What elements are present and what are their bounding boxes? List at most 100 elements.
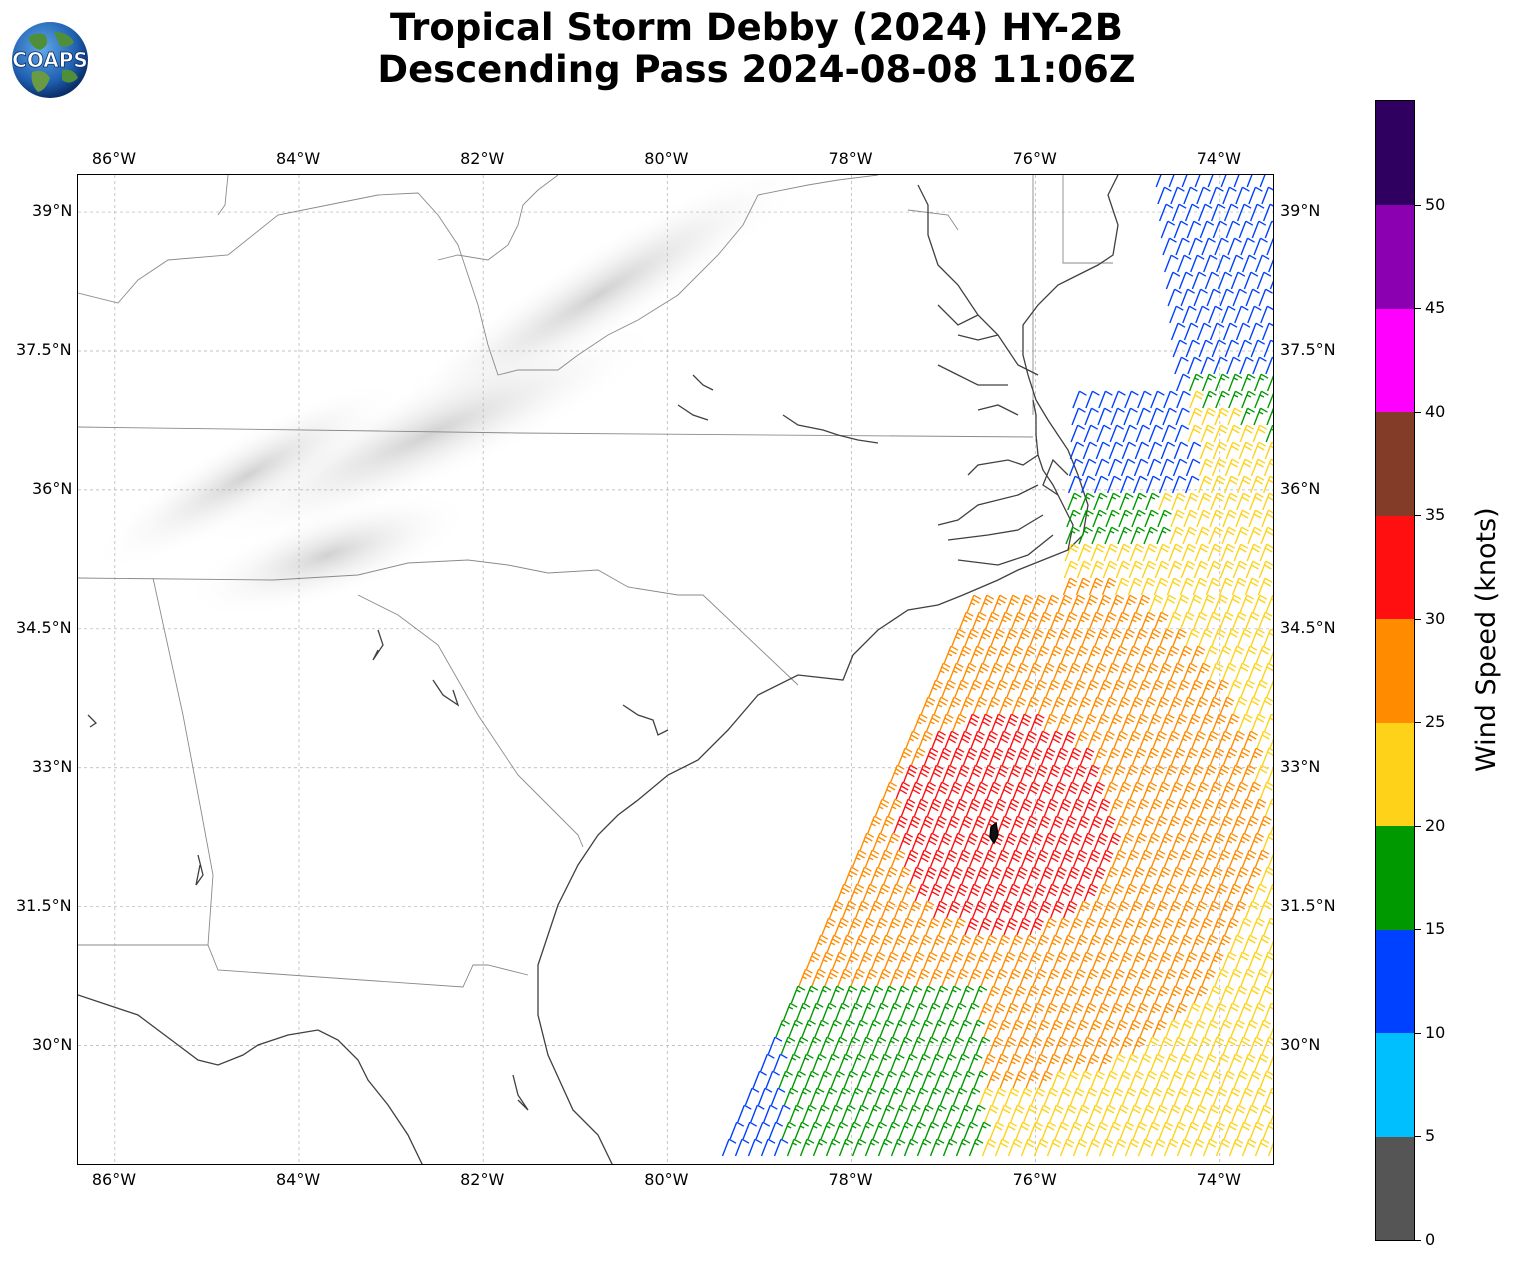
wind-barb <box>1105 951 1120 970</box>
wind-barb <box>1168 781 1184 800</box>
wind-barb <box>1265 594 1273 613</box>
wind-barb <box>1074 730 1089 749</box>
wind-barb <box>1059 1053 1074 1072</box>
wind-barb <box>1188 968 1203 987</box>
wind-barb <box>997 815 1012 834</box>
wind-barb <box>1128 560 1144 579</box>
wind-barb <box>1173 441 1189 460</box>
wind-barb <box>1127 577 1143 596</box>
wind-barb <box>1183 509 1198 528</box>
wind-barb <box>1084 679 1099 698</box>
wind-barb <box>942 849 958 868</box>
wind-barb <box>845 1036 861 1055</box>
wind-barb <box>1072 390 1087 409</box>
wind-barb <box>1197 1121 1213 1140</box>
wind-barb <box>1150 1138 1166 1157</box>
wind-barb <box>1264 441 1273 460</box>
wind-barb <box>1145 1121 1161 1140</box>
wind-barb <box>1125 645 1141 664</box>
wind-barb <box>1202 1138 1218 1157</box>
lat-tick-label-right: 30°N <box>1280 1034 1321 1054</box>
wind-barb <box>1163 1138 1179 1157</box>
wind-barb <box>1239 356 1254 375</box>
wind-barb <box>1064 781 1080 800</box>
wind-barb <box>1162 407 1177 426</box>
wind-barb <box>1221 526 1236 545</box>
wind-barb <box>1160 1087 1176 1106</box>
wind-barb <box>1049 611 1065 630</box>
wind-barb <box>884 1036 900 1055</box>
wind-barb <box>1114 577 1130 596</box>
wind-barb <box>1245 985 1261 1004</box>
colorbar-tick-label: 45 <box>1425 298 1446 318</box>
wind-barb <box>1179 1104 1194 1123</box>
wind-barb <box>887 798 903 817</box>
wind-barb <box>1072 1138 1088 1157</box>
wind-barb <box>1022 730 1037 749</box>
wind-barb <box>1265 424 1273 443</box>
wind-barb <box>1196 1036 1212 1055</box>
wind-barb <box>1026 951 1042 970</box>
wind-barb <box>890 1053 905 1072</box>
wind-barb <box>906 900 922 919</box>
wind-barb <box>1132 832 1148 851</box>
wind-barb <box>1170 509 1185 528</box>
wind-barb <box>1096 883 1112 902</box>
wind-barb <box>1072 849 1088 868</box>
wind-barb <box>1257 900 1273 919</box>
wind-barb <box>853 1019 868 1038</box>
wind-barb <box>935 866 950 885</box>
wind-barb <box>794 1121 810 1140</box>
wind-barb <box>1173 1002 1188 1021</box>
wind-barb <box>1066 509 1081 528</box>
wind-barb <box>839 934 855 953</box>
wind-barb <box>881 985 897 1004</box>
wind-barb <box>821 917 836 936</box>
wind-barb <box>822 1002 837 1021</box>
wind-barb <box>1158 492 1173 511</box>
wind-barb <box>1251 798 1267 817</box>
wind-barb <box>1124 1138 1140 1157</box>
wind-barb <box>1246 175 1253 188</box>
wind-barb <box>1191 730 1206 749</box>
wind-barb <box>1113 1019 1128 1038</box>
wind-barb <box>893 815 908 834</box>
wind-barb <box>948 866 963 885</box>
wind-barb <box>1042 917 1057 936</box>
wind-barb <box>931 1019 946 1038</box>
wind-barb <box>967 968 982 987</box>
wind-barb <box>1028 832 1044 851</box>
wind-barb <box>913 1002 928 1021</box>
wind-barb <box>1073 645 1089 664</box>
wind-barb <box>768 1121 784 1140</box>
title-line-2: Descending Pass 2024-08-08 11:06Z <box>377 48 1136 91</box>
wind-barb <box>923 1036 939 1055</box>
wind-barb <box>991 798 1007 817</box>
wind-barb <box>1069 441 1085 460</box>
colorbar-tick-label: 10 <box>1425 1022 1446 1042</box>
wind-barb <box>815 1104 830 1123</box>
wind-barb <box>1270 1114 1273 1123</box>
wind-barb <box>1090 543 1106 562</box>
wind-barb <box>1151 645 1167 664</box>
colorbar-tick-label: 0 <box>1425 1230 1436 1249</box>
wind-barb <box>1183 747 1199 766</box>
colorbar-segment <box>1376 1136 1414 1241</box>
wind-barb <box>1183 1036 1199 1055</box>
wind-barb <box>825 1138 841 1157</box>
wind-barb <box>1062 1104 1077 1123</box>
wind-barb <box>1017 1087 1033 1106</box>
wind-barb <box>906 1104 921 1123</box>
wind-barb <box>807 1121 823 1140</box>
wind-barb <box>1170 951 1185 970</box>
wind-barb <box>982 645 998 664</box>
wind-barb <box>955 1053 970 1072</box>
wind-barb <box>1209 322 1225 341</box>
wind-barb <box>931 730 946 749</box>
wind-barb <box>961 951 977 970</box>
wind-barb <box>880 900 896 919</box>
wind-barb <box>1216 254 1231 273</box>
wind-barb <box>840 1019 855 1038</box>
wind-barb <box>1196 662 1211 681</box>
wind-barb <box>1088 815 1103 834</box>
